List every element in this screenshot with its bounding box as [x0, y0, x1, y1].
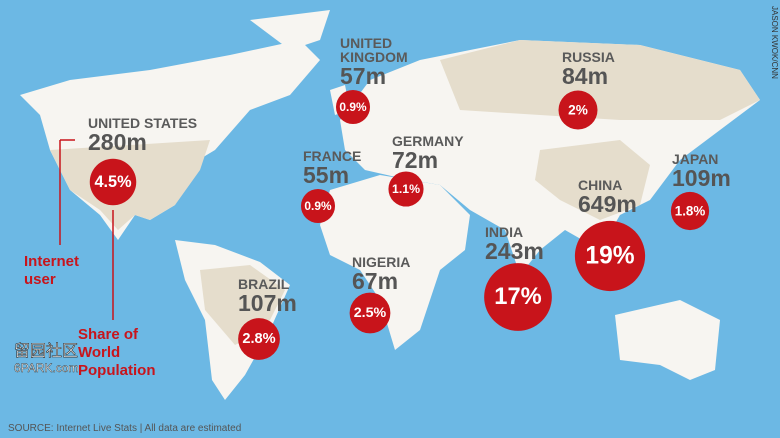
- legend-users: user: [24, 271, 56, 288]
- share-label: 4.5%: [94, 173, 132, 191]
- share-circle: [238, 318, 280, 360]
- country-name: RUSSIA: [562, 49, 615, 65]
- legend-users: Internet: [24, 253, 79, 270]
- share-circle: [335, 89, 371, 125]
- greenland: [250, 10, 330, 50]
- country-name: BRAZIL: [238, 276, 290, 292]
- credit: JASON KWOK/CNN: [770, 6, 779, 79]
- share-label: 19%: [585, 243, 634, 270]
- country-name: INDIA: [485, 224, 523, 240]
- legend-share: Share of: [78, 326, 139, 343]
- china-shape: [535, 140, 650, 220]
- share-label: 17%: [494, 284, 541, 310]
- share-label: 2%: [568, 103, 588, 118]
- country-name: UNITED STATES: [88, 115, 197, 131]
- internet-users: 649m: [578, 191, 637, 217]
- share-circle: [300, 188, 336, 224]
- share-label: 0.9%: [339, 100, 367, 114]
- share-label: 0.9%: [304, 199, 332, 213]
- internet-users: 109m: [672, 165, 731, 191]
- share-circle: [484, 263, 552, 331]
- country-name: UNITED: [340, 35, 392, 51]
- australia: [615, 300, 720, 380]
- internet-users: 57m: [340, 63, 386, 89]
- internet-users: 280m: [88, 129, 147, 155]
- watermark: 留园社区: [14, 342, 78, 360]
- internet-users: 84m: [562, 63, 608, 89]
- share-label: 1.1%: [392, 182, 420, 196]
- share-label: 2.8%: [242, 331, 275, 347]
- country-name: JAPAN: [672, 151, 718, 167]
- country-name: KINGDOM: [340, 49, 408, 65]
- internet-users: 72m: [392, 147, 438, 173]
- country-name: FRANCE: [303, 148, 361, 164]
- country-name: CHINA: [578, 177, 622, 193]
- share-circle: [574, 220, 646, 292]
- internet-users: 107m: [238, 290, 297, 316]
- share-circle: [558, 90, 598, 130]
- share-circle: [670, 191, 710, 231]
- share-label: 1.8%: [675, 204, 706, 219]
- legend-leader: [59, 139, 114, 320]
- internet-users: 55m: [303, 162, 349, 188]
- source: SOURCE: Internet Live Stats | All data a…: [8, 423, 241, 434]
- africa: [320, 175, 470, 350]
- share-label: 2.5%: [354, 305, 387, 321]
- country-name: GERMANY: [392, 133, 464, 149]
- legend-share: Population: [78, 362, 156, 379]
- share-circle: [89, 158, 137, 206]
- internet-users: 243m: [485, 238, 544, 264]
- internet-users: 67m: [352, 268, 398, 294]
- russia-shape: [440, 40, 760, 120]
- share-circle: [349, 292, 391, 334]
- legend-share: World: [78, 344, 120, 361]
- country-name: NIGERIA: [352, 254, 410, 270]
- watermark: 6PARK.com: [14, 361, 78, 375]
- share-circle: [388, 171, 424, 207]
